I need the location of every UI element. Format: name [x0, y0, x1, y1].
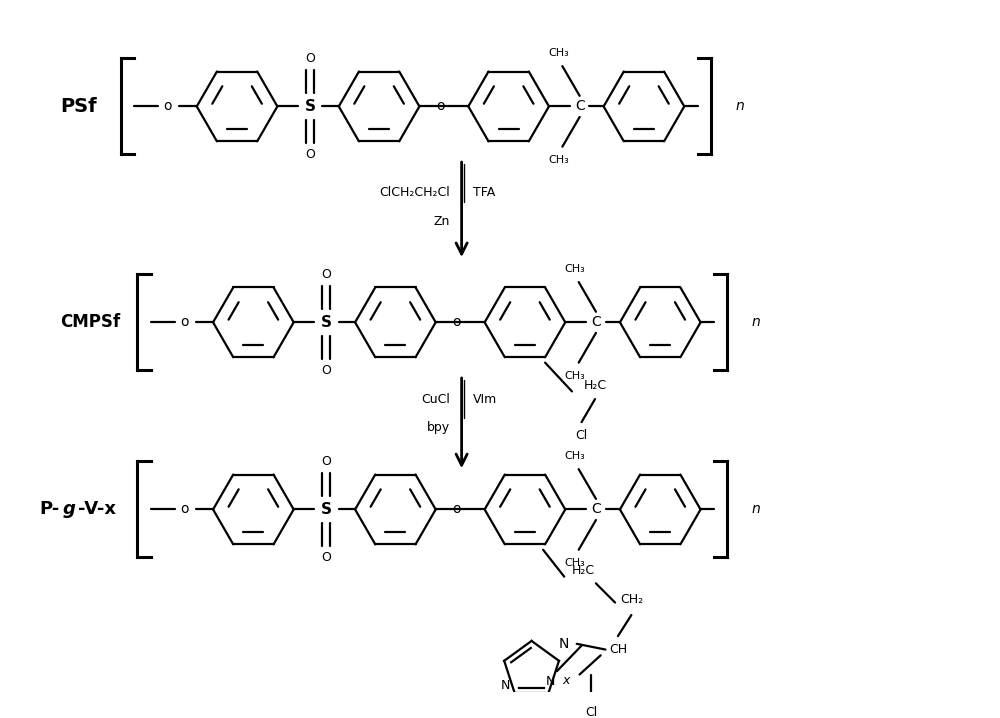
Text: O: O — [321, 268, 331, 281]
Text: ClCH₂CH₂Cl: ClCH₂CH₂Cl — [379, 186, 450, 200]
Text: VIm: VIm — [473, 393, 497, 406]
Text: CH₃: CH₃ — [564, 264, 585, 274]
Text: n: n — [752, 315, 761, 330]
Text: P-: P- — [39, 500, 60, 518]
Text: bpy: bpy — [427, 421, 450, 434]
Text: -V-x: -V-x — [78, 500, 116, 518]
Text: o: o — [164, 99, 172, 113]
Text: o: o — [436, 99, 445, 113]
Text: CH: CH — [609, 643, 627, 656]
Text: N: N — [501, 679, 510, 692]
Text: CH₃: CH₃ — [548, 155, 569, 165]
Text: o: o — [180, 315, 189, 330]
Text: Zn: Zn — [434, 215, 450, 228]
Text: PSf: PSf — [60, 97, 97, 116]
Text: g: g — [62, 500, 75, 518]
Text: CH₃: CH₃ — [564, 451, 585, 461]
Text: o: o — [180, 503, 189, 516]
Text: Cl: Cl — [575, 429, 588, 442]
Text: CH₃: CH₃ — [564, 371, 585, 381]
Text: N: N — [559, 637, 569, 651]
Text: S: S — [321, 314, 332, 330]
Text: O: O — [305, 52, 315, 65]
Text: TFA: TFA — [473, 186, 495, 200]
Text: CH₃: CH₃ — [548, 47, 569, 57]
Text: CuCl: CuCl — [421, 393, 450, 406]
Text: O: O — [321, 551, 331, 564]
Text: C: C — [591, 503, 601, 516]
Text: CH₂: CH₂ — [620, 593, 643, 606]
Text: N: N — [546, 675, 555, 688]
Text: n: n — [752, 503, 761, 516]
Text: n: n — [736, 99, 744, 113]
Text: O: O — [321, 364, 331, 377]
Text: o: o — [453, 315, 461, 330]
Text: S: S — [304, 99, 315, 114]
Text: S: S — [321, 502, 332, 517]
Text: o: o — [453, 503, 461, 516]
Text: H₂C: H₂C — [572, 564, 595, 577]
Text: O: O — [305, 148, 315, 161]
Text: C: C — [575, 99, 585, 113]
Text: H₂C: H₂C — [583, 379, 607, 392]
Text: CH₃: CH₃ — [564, 558, 585, 568]
Text: C: C — [591, 315, 601, 330]
Text: O: O — [321, 455, 331, 468]
Text: CMPSf: CMPSf — [60, 313, 121, 331]
Text: x: x — [562, 673, 570, 686]
Text: Cl: Cl — [585, 707, 597, 718]
